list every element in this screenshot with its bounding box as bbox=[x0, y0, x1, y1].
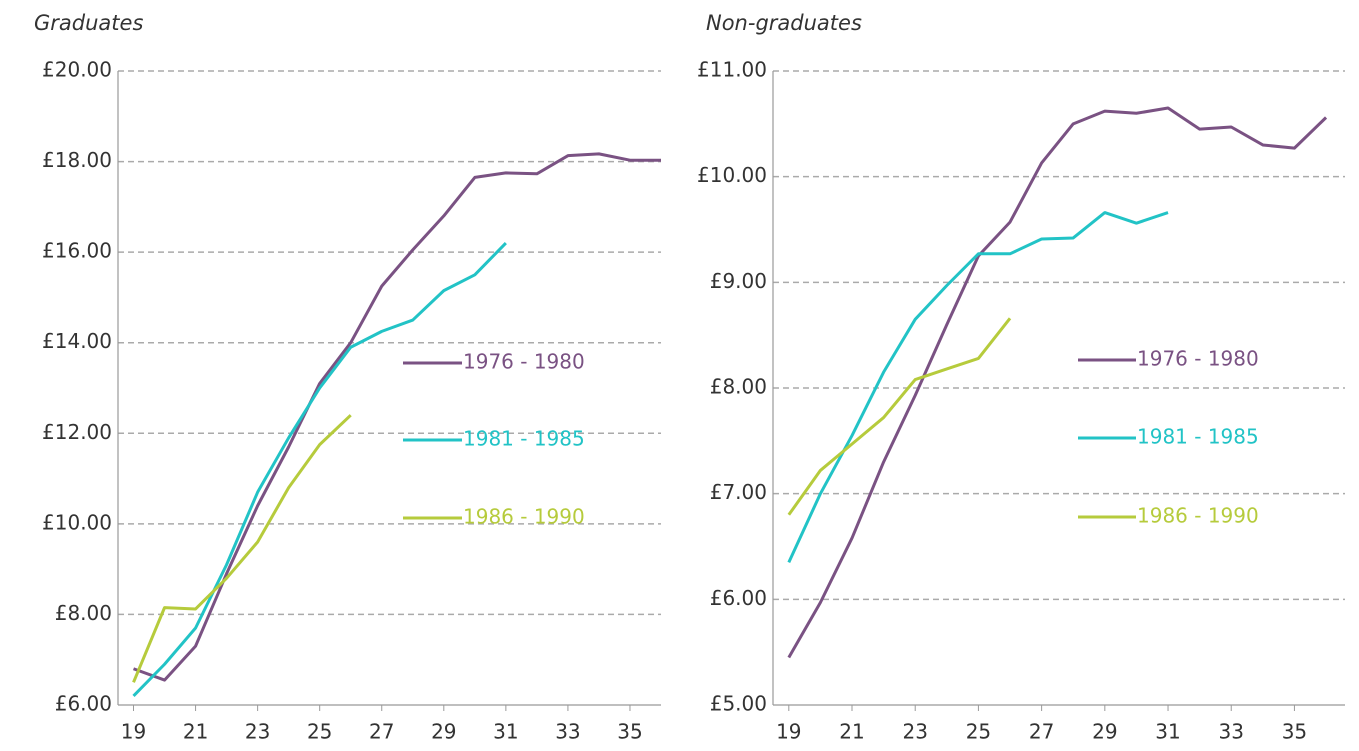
chart-title: Graduates bbox=[34, 11, 143, 35]
x-tick-label: 25 bbox=[307, 720, 332, 744]
y-tick-label: £18.00 bbox=[42, 148, 112, 172]
y-tick-label: £10.00 bbox=[42, 510, 112, 534]
x-tick-label: 19 bbox=[776, 720, 801, 744]
series-line bbox=[132, 414, 352, 683]
x-tick-label: 33 bbox=[555, 720, 580, 744]
y-tick-label: £8.00 bbox=[710, 375, 767, 399]
y-tick-label: £5.00 bbox=[710, 692, 767, 716]
x-tick-label: 21 bbox=[839, 720, 864, 744]
x-tick-label: 35 bbox=[1282, 720, 1307, 744]
y-tick-label: £20.00 bbox=[42, 58, 112, 82]
y-tick-label: £14.00 bbox=[42, 329, 112, 353]
x-tick-label: 29 bbox=[431, 720, 456, 744]
x-tick-label: 29 bbox=[1092, 720, 1117, 744]
y-tick-label: £6.00 bbox=[55, 692, 112, 716]
x-tick-label: 23 bbox=[902, 720, 927, 744]
x-tick-label: 19 bbox=[121, 720, 146, 744]
y-tick-label: £8.00 bbox=[55, 601, 112, 625]
series-line bbox=[132, 242, 507, 697]
x-tick-label: 31 bbox=[1155, 720, 1180, 744]
x-tick-label: 27 bbox=[369, 720, 394, 744]
y-tick-label: £11.00 bbox=[697, 58, 767, 82]
legend-label: 1981 - 1985 bbox=[1137, 425, 1259, 449]
legend-label: 1981 - 1985 bbox=[463, 427, 585, 451]
y-tick-label: £9.00 bbox=[710, 269, 767, 293]
series-line bbox=[787, 106, 1328, 659]
y-tick-label: £12.00 bbox=[42, 420, 112, 444]
series-line bbox=[132, 152, 661, 682]
series-line bbox=[787, 317, 1012, 516]
y-tick-label: £10.00 bbox=[697, 163, 767, 187]
legend-label: 1976 - 1980 bbox=[463, 350, 585, 374]
y-tick-label: £6.00 bbox=[710, 586, 767, 610]
legend-label: 1986 - 1990 bbox=[463, 505, 585, 529]
x-tick-label: 21 bbox=[183, 720, 208, 744]
chart-title: Non-graduates bbox=[706, 11, 862, 35]
x-tick-label: 27 bbox=[1029, 720, 1054, 744]
x-tick-label: 35 bbox=[617, 720, 642, 744]
y-tick-label: £16.00 bbox=[42, 239, 112, 263]
y-tick-label: £7.00 bbox=[710, 480, 767, 504]
x-tick-label: 23 bbox=[245, 720, 270, 744]
x-tick-label: 33 bbox=[1219, 720, 1244, 744]
legend-label: 1986 - 1990 bbox=[1137, 504, 1259, 528]
x-tick-label: 25 bbox=[966, 720, 991, 744]
legend-label: 1976 - 1980 bbox=[1137, 347, 1259, 371]
x-tick-label: 31 bbox=[493, 720, 518, 744]
series-line bbox=[787, 211, 1169, 563]
